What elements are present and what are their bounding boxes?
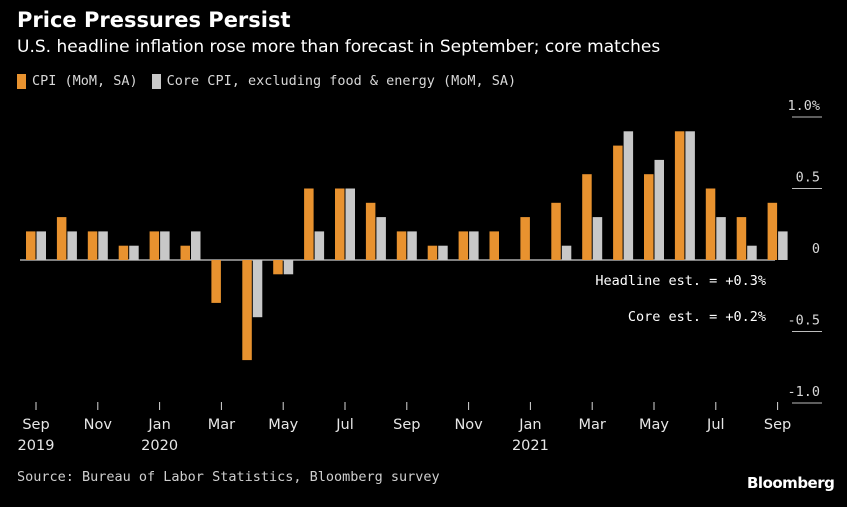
bar-cpi	[304, 188, 314, 260]
bar-cpi	[180, 245, 190, 260]
x-tick-label: Nov	[454, 417, 483, 433]
bar-core-cpi	[623, 131, 634, 260]
bar-cpi	[674, 131, 685, 260]
x-tick-label: Nov	[84, 417, 113, 433]
x-tick-label: Jul	[335, 417, 354, 433]
bar-core-cpi	[67, 231, 77, 260]
legend-item-cpi: CPI (MoM, SA)	[17, 73, 138, 89]
bar-cpi	[427, 245, 438, 260]
bar-core-cpi	[407, 231, 417, 260]
chart-title: Price Pressures Persist	[17, 8, 291, 32]
x-tick-label: Jan	[518, 417, 541, 433]
legend-item-core-cpi: Core CPI, excluding food & energy (MoM, …	[151, 73, 517, 89]
bar-cpi	[396, 231, 407, 260]
bar-cpi	[242, 260, 252, 361]
bar-core-cpi	[98, 231, 108, 260]
bar-cpi	[26, 231, 36, 260]
x-tick-label: May	[639, 417, 669, 433]
bar-cpi	[365, 202, 376, 260]
annotation-core-estimate: Core est. = +0.2%	[628, 309, 766, 325]
bar-cpi	[613, 145, 623, 260]
x-tick-label: Sep	[764, 417, 791, 433]
x-tick-label: Mar	[579, 417, 606, 433]
bar-cpi	[87, 231, 98, 260]
x-tick-label: Jan	[147, 417, 170, 433]
bar-cpi	[644, 174, 654, 260]
bar-cpi	[582, 174, 592, 260]
bloomberg-logo: Bloomberg	[747, 474, 835, 492]
bar-cpi	[551, 202, 561, 260]
legend-swatch-cpi	[17, 73, 26, 89]
bar-cpi	[56, 217, 67, 260]
x-tick-label: Sep	[393, 417, 420, 433]
bar-core-cpi	[252, 260, 263, 318]
bar-core-cpi	[747, 245, 757, 260]
legend: CPI (MoM, SA) Core CPI, excluding food &…	[17, 73, 530, 89]
x-tick-label: Sep	[22, 417, 49, 433]
bar-core-cpi	[438, 245, 448, 260]
annotation-headline-estimate: Headline est. = +0.3%	[595, 273, 766, 289]
bar-cpi	[273, 260, 283, 275]
bar-cpi	[149, 231, 160, 260]
bar-cpi	[705, 188, 716, 260]
bar-core-cpi	[160, 231, 170, 260]
legend-swatch-core-cpi	[151, 73, 161, 89]
bar-core-cpi	[592, 217, 603, 260]
y-tick-label: -0.5	[787, 313, 820, 329]
bar-cpi	[489, 231, 499, 260]
source-note: Source: Bureau of Labor Statistics, Bloo…	[17, 469, 440, 485]
y-tick-label: 0	[812, 241, 820, 257]
x-year-label: 2020	[141, 438, 178, 454]
bar-core-cpi	[129, 245, 139, 260]
x-tick-label: Mar	[208, 417, 235, 433]
legend-label-cpi: CPI (MoM, SA)	[32, 73, 138, 89]
bar-core-cpi	[469, 231, 479, 260]
bar-core-cpi	[191, 231, 201, 260]
x-year-label: 2019	[18, 438, 55, 454]
bar-cpi	[335, 188, 345, 260]
bar-core-cpi	[345, 188, 355, 260]
y-tick-label: 1.0%	[787, 98, 820, 114]
bar-core-cpi	[314, 231, 325, 260]
bar-cpi	[211, 260, 221, 303]
bar-core-cpi	[283, 260, 294, 275]
bar-cpi	[118, 245, 129, 260]
bar-core-cpi	[36, 231, 46, 260]
legend-label-core-cpi: Core CPI, excluding food & energy (MoM, …	[166, 73, 517, 89]
bar-cpi	[736, 217, 747, 260]
bar-cpi	[767, 202, 778, 260]
bar-core-cpi	[561, 245, 572, 260]
bar-core-cpi	[778, 231, 788, 260]
x-tick-label: Jul	[706, 417, 725, 433]
bar-core-cpi	[716, 217, 726, 260]
bar-cpi	[458, 231, 469, 260]
x-tick-label: May	[268, 417, 298, 433]
y-tick-label: 0.5	[796, 170, 820, 186]
bar-cpi	[520, 217, 530, 260]
bar-core-cpi	[654, 159, 664, 260]
chart-subtitle: U.S. headline inflation rose more than f…	[17, 37, 661, 57]
bar-core-cpi	[376, 217, 386, 260]
bar-core-cpi	[685, 131, 695, 260]
x-year-label: 2021	[512, 438, 549, 454]
y-tick-label: -1.0	[787, 384, 820, 400]
